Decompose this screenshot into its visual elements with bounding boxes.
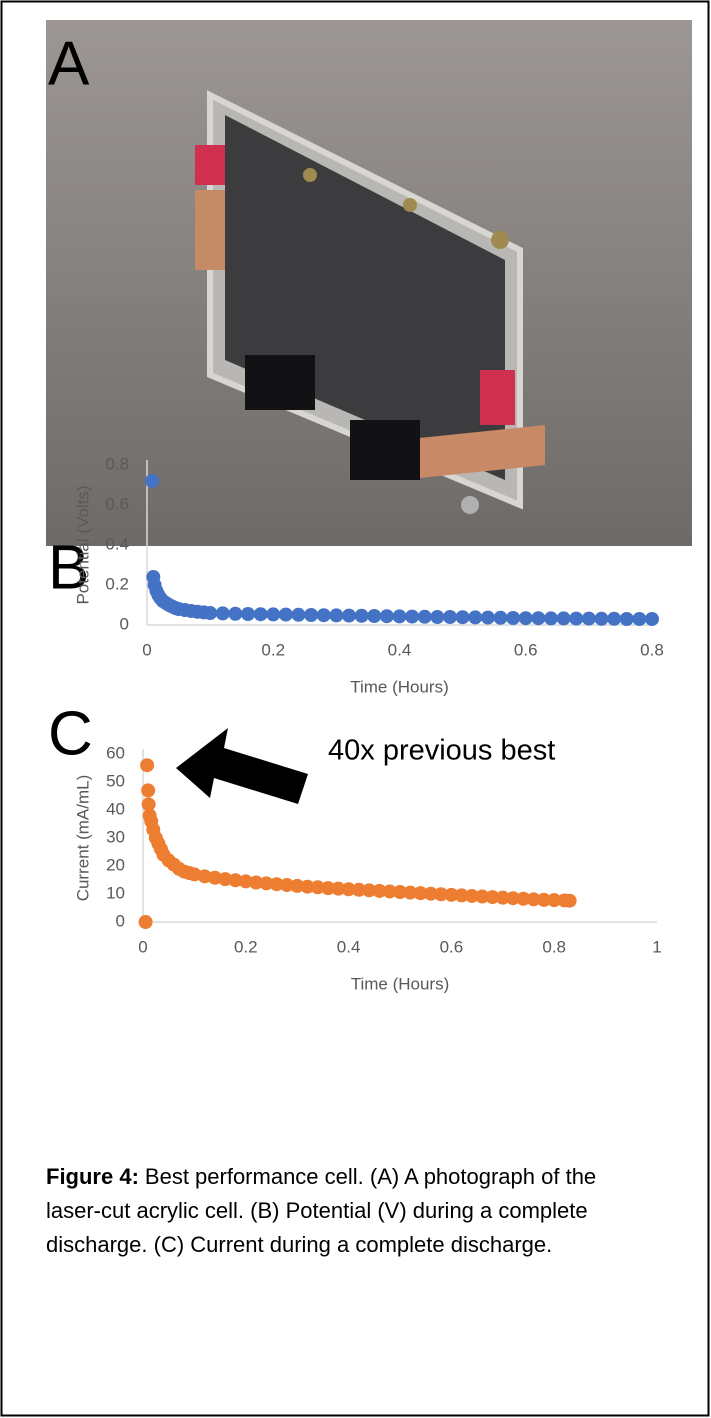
data-point xyxy=(342,609,356,623)
data-point xyxy=(418,610,432,624)
x-tick-label: 0.6 xyxy=(440,937,464,956)
x-tick-label: 0 xyxy=(142,640,151,659)
y-tick-label: 0.6 xyxy=(105,494,129,513)
figure: A B C 40x previous best 00.20.40.60.800.… xyxy=(0,0,711,1418)
y-tick-label: 40 xyxy=(106,799,125,818)
y-tick-label: 60 xyxy=(106,743,125,762)
y-tick-label: 0.8 xyxy=(105,454,129,473)
y-tick-label: 0 xyxy=(116,911,125,930)
x-tick-label: 0.6 xyxy=(514,640,538,659)
y-tick-label: 10 xyxy=(106,883,125,902)
data-point xyxy=(430,610,444,624)
data-point xyxy=(569,612,583,626)
data-point xyxy=(279,608,293,622)
data-point xyxy=(329,608,343,622)
y-tick-label: 20 xyxy=(106,855,125,874)
data-point xyxy=(506,611,520,625)
x-tick-label: 0 xyxy=(138,937,147,956)
data-point xyxy=(632,612,646,626)
y-tick-label: 50 xyxy=(106,771,125,790)
x-tick-label: 1 xyxy=(652,937,661,956)
y-tick-label: 0.4 xyxy=(105,534,129,553)
x-tick-label: 0.2 xyxy=(261,640,285,659)
data-point xyxy=(468,610,482,624)
y-tick-label: 30 xyxy=(106,827,125,846)
y-axis-title: Potential (Volts) xyxy=(73,485,92,604)
data-point xyxy=(456,610,470,624)
data-point xyxy=(304,608,318,622)
y-axis-title: Current (mA/mL) xyxy=(73,775,92,902)
annotation: 40x previous best xyxy=(328,735,555,767)
data-point xyxy=(620,612,634,626)
data-point xyxy=(241,607,255,621)
x-tick-label: 0.8 xyxy=(640,640,664,659)
y-tick-label: 0 xyxy=(120,614,129,633)
data-point xyxy=(563,894,577,908)
data-point xyxy=(443,610,457,624)
data-point xyxy=(228,607,242,621)
data-point xyxy=(405,610,419,624)
panel-label: C xyxy=(48,699,93,768)
photograph xyxy=(46,20,692,546)
data-point xyxy=(494,611,508,625)
data-point xyxy=(141,783,155,797)
data-point xyxy=(519,611,533,625)
x-tick-label: 0.8 xyxy=(542,937,566,956)
data-point xyxy=(367,609,381,623)
x-axis-title: Time (Hours) xyxy=(351,974,450,993)
data-point xyxy=(139,915,153,929)
data-point xyxy=(481,611,495,625)
data-point xyxy=(393,609,407,623)
annotation-arrow xyxy=(176,728,308,804)
data-point xyxy=(292,608,306,622)
data-point xyxy=(595,612,609,626)
data-point xyxy=(203,606,217,620)
data-point xyxy=(582,612,596,626)
data-point xyxy=(216,606,230,620)
data-point xyxy=(355,609,369,623)
data-point xyxy=(317,608,331,622)
data-point xyxy=(140,758,154,772)
data-point xyxy=(266,607,280,621)
data-point xyxy=(544,611,558,625)
data-point xyxy=(645,612,659,626)
data-point xyxy=(557,611,571,625)
x-tick-label: 0.4 xyxy=(388,640,412,659)
panel-label: A xyxy=(48,29,90,98)
data-point xyxy=(254,607,268,621)
data-point xyxy=(380,609,394,623)
x-tick-label: 0.2 xyxy=(234,937,258,956)
x-tick-label: 0.4 xyxy=(337,937,361,956)
caption-label: Figure 4: xyxy=(46,1164,139,1189)
data-point xyxy=(145,474,159,488)
data-point xyxy=(531,611,545,625)
y-tick-label: 0.2 xyxy=(105,574,129,593)
caption: Figure 4:Best performance cell. (A) A ph… xyxy=(46,1160,656,1262)
data-point xyxy=(607,612,621,626)
x-axis-title: Time (Hours) xyxy=(350,677,449,696)
